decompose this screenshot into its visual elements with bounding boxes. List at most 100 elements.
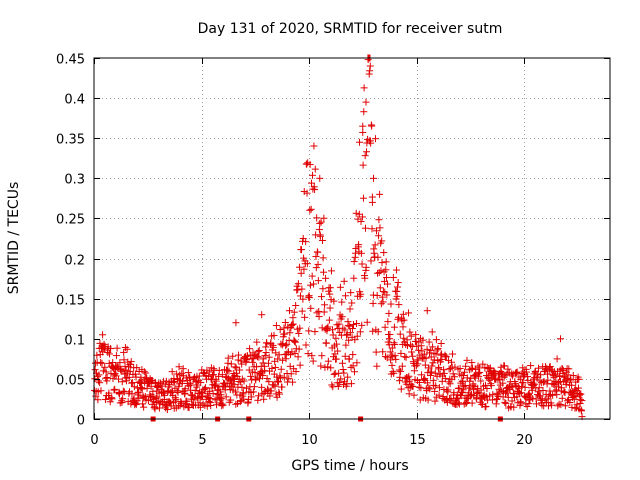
data-point xyxy=(460,382,468,390)
data-point xyxy=(420,376,428,384)
data-point xyxy=(455,384,463,392)
data-point xyxy=(414,346,422,354)
data-point xyxy=(140,368,148,376)
data-point xyxy=(207,402,215,410)
data-point xyxy=(484,374,492,382)
data-point xyxy=(423,307,431,315)
data-point xyxy=(260,395,268,403)
data-point xyxy=(383,291,391,299)
data-point xyxy=(178,377,186,385)
data-point xyxy=(276,390,284,398)
data-point xyxy=(486,392,494,400)
data-point xyxy=(407,341,415,349)
data-point xyxy=(381,353,389,361)
data-point xyxy=(311,186,319,194)
data-point xyxy=(308,272,316,280)
data-point xyxy=(258,383,266,391)
data-point xyxy=(545,392,553,400)
data-point xyxy=(345,336,353,344)
data-point xyxy=(393,283,401,291)
data-point xyxy=(168,389,176,397)
data-point xyxy=(399,323,407,331)
data-point xyxy=(494,376,502,384)
data-point xyxy=(462,362,470,370)
data-point xyxy=(395,313,403,321)
data-point xyxy=(476,368,484,376)
data-point xyxy=(392,266,400,274)
data-point xyxy=(271,363,279,371)
data-point xyxy=(306,206,314,214)
data-point xyxy=(298,246,306,254)
x-tick-label: 0 xyxy=(90,433,98,448)
data-point xyxy=(110,371,118,379)
data-point xyxy=(212,382,220,390)
data-point xyxy=(357,290,365,298)
data-point xyxy=(466,392,474,400)
data-point xyxy=(116,390,124,398)
data-point xyxy=(127,358,135,366)
data-point xyxy=(535,364,543,372)
data-point xyxy=(372,348,380,356)
data-point xyxy=(362,98,370,106)
data-point xyxy=(200,385,208,393)
data-point xyxy=(403,342,411,350)
data-point xyxy=(574,384,582,392)
data-point xyxy=(322,274,330,282)
data-point xyxy=(295,345,303,353)
data-point xyxy=(368,225,376,233)
data-point xyxy=(169,378,177,386)
data-point xyxy=(400,316,408,324)
data-point xyxy=(326,304,334,312)
data-point xyxy=(304,350,312,358)
data-point xyxy=(255,347,263,355)
data-point xyxy=(501,398,509,406)
data-point xyxy=(134,388,142,396)
data-point xyxy=(482,393,490,401)
data-point xyxy=(535,384,543,392)
data-point xyxy=(151,405,159,413)
data-point xyxy=(173,370,181,378)
data-point xyxy=(304,293,312,301)
data-point xyxy=(379,288,387,296)
data-point xyxy=(386,348,394,356)
data-point xyxy=(102,368,110,376)
data-point xyxy=(553,355,561,363)
data-point xyxy=(285,375,293,383)
data-point xyxy=(172,395,180,403)
data-point xyxy=(566,375,574,383)
data-point xyxy=(277,365,285,373)
data-point xyxy=(120,348,128,356)
data-point xyxy=(386,330,394,338)
data-point xyxy=(323,324,331,332)
data-point xyxy=(551,387,559,395)
data-point xyxy=(534,388,542,396)
data-point xyxy=(179,365,187,373)
data-point xyxy=(302,341,310,349)
data-point xyxy=(449,350,457,358)
data-point xyxy=(194,395,202,403)
data-point xyxy=(543,370,551,378)
data-point xyxy=(449,370,457,378)
data-point xyxy=(94,396,102,404)
y-tick-label: 0.2 xyxy=(64,254,85,269)
data-point xyxy=(299,295,307,303)
data-point xyxy=(204,393,212,401)
data-point xyxy=(261,352,269,360)
data-point xyxy=(374,328,382,336)
y-tick-labels: 0 0.05 0.1 0.15 0.2 0.25 0.3 0.35 0.4 0.45 xyxy=(56,53,85,429)
data-point xyxy=(537,371,545,379)
data-point xyxy=(300,265,308,273)
data-point xyxy=(173,387,181,395)
data-point xyxy=(377,300,385,308)
data-point xyxy=(119,395,127,403)
data-point xyxy=(435,384,443,392)
x-tick-label: 5 xyxy=(198,433,206,448)
data-point xyxy=(356,138,364,146)
data-point xyxy=(405,390,413,398)
data-point xyxy=(346,329,354,337)
data-point xyxy=(538,401,546,409)
data-point xyxy=(522,368,530,376)
data-point xyxy=(272,322,280,330)
data-point xyxy=(554,402,562,410)
data-point xyxy=(213,401,221,409)
